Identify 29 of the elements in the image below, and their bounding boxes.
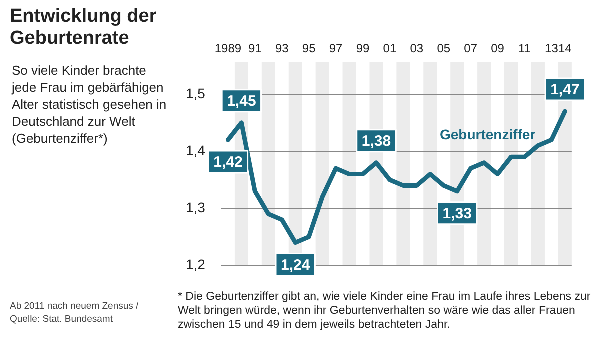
data-label: 1,24 <box>280 256 311 274</box>
text: * Die Geburtenziffer gibt an, wie viele Kinder eine Frau im Laufe ihres Lebens zur Welt bringen würde, wenn ihr Geburtenverhalten so wäre wie das aller Frauen zwischen 15 und 49 in dem jeweils betrachteten Jahr. <box>178 290 592 332</box>
data-label: 1,45 <box>227 93 256 110</box>
y-tick-label: 1,4 <box>186 142 206 158</box>
x-tick-label: 14 <box>558 42 572 56</box>
x-tick-label: 99 <box>356 42 370 56</box>
x-tick-label: 09 <box>491 42 505 56</box>
x-tick-label: 03 <box>410 42 424 56</box>
y-tick-label: 1,3 <box>186 199 206 216</box>
x-tick-label: 1989 <box>214 42 242 56</box>
x-tick-label: 95 <box>302 42 316 56</box>
x-tick-label: 07 <box>464 42 478 56</box>
data-label: 1,42 <box>214 154 243 172</box>
x-tick-label: 01 <box>383 42 397 56</box>
data-label: 1,38 <box>362 133 392 150</box>
chart-title: Entwicklung der Geburtenrate <box>10 6 158 50</box>
series-label: Geburtenziffer <box>440 126 536 142</box>
x-tick-label: 11 <box>518 42 532 56</box>
data-label: 1,47 <box>550 82 580 99</box>
x-tick-label: 13 <box>545 42 559 56</box>
text: So viele Kinder brachte jede Frau im gebärfähigen Alter statistisch gesehen in Deutschland zur Welt (Geburtenziffer*) <box>12 62 168 147</box>
data-label: 1,33 <box>442 206 472 223</box>
x-tick-label: 05 <box>437 42 451 56</box>
x-tick-label: 93 <box>275 42 290 56</box>
y-tick-label: 1,5 <box>186 85 206 102</box>
text: Ab 2011 nach neuem Zensus / Quelle: Stat. Bundesamt <box>10 300 140 326</box>
y-tick-label: 1,2 <box>186 256 206 272</box>
x-tick-label: 91 <box>248 42 262 56</box>
x-tick-label: 97 <box>329 42 344 56</box>
